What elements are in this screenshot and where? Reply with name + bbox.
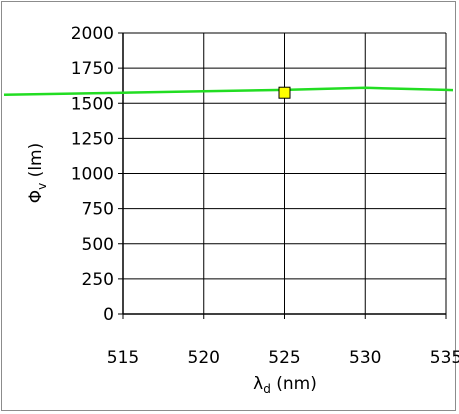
data-markers xyxy=(278,86,291,99)
x-tick-label: 520 xyxy=(188,348,220,368)
y-tick-label: 250 xyxy=(82,270,114,290)
x-tick-label: 515 xyxy=(107,348,139,368)
y-tick-label: 1750 xyxy=(71,59,114,79)
x-axis-title: λd (nm) xyxy=(253,374,317,396)
data-point-marker xyxy=(278,86,291,99)
y-axis-unit: (lm) xyxy=(26,143,46,183)
y-tick-label: 750 xyxy=(82,200,114,220)
grid-lines xyxy=(118,32,447,319)
y-tick-labels: 0 250 500 750 1000 1250 1500 1750 2000 xyxy=(71,24,114,325)
y-axis-symbol: Φ xyxy=(26,190,46,203)
y-tick-label: 500 xyxy=(82,235,114,255)
y-tick-label: 1000 xyxy=(71,165,114,185)
x-tick-label: 530 xyxy=(349,348,381,368)
y-tick-label: 2000 xyxy=(71,24,114,44)
x-tick-label: 535 xyxy=(430,348,459,368)
y-tick-label: 0 xyxy=(103,305,114,325)
y-tick-label: 1500 xyxy=(71,94,114,114)
x-axis-symbol: λ xyxy=(253,374,263,394)
x-axis-unit: (nm) xyxy=(271,374,317,394)
x-tick-label: 525 xyxy=(268,348,300,368)
y-axis-subscript: v xyxy=(35,183,49,190)
y-tick-label: 1250 xyxy=(71,129,114,149)
x-tick-labels: 515 520 525 530 535 xyxy=(107,348,459,368)
y-axis-title: Φv (lm) xyxy=(26,143,49,203)
x-axis-subscript: d xyxy=(263,382,271,396)
